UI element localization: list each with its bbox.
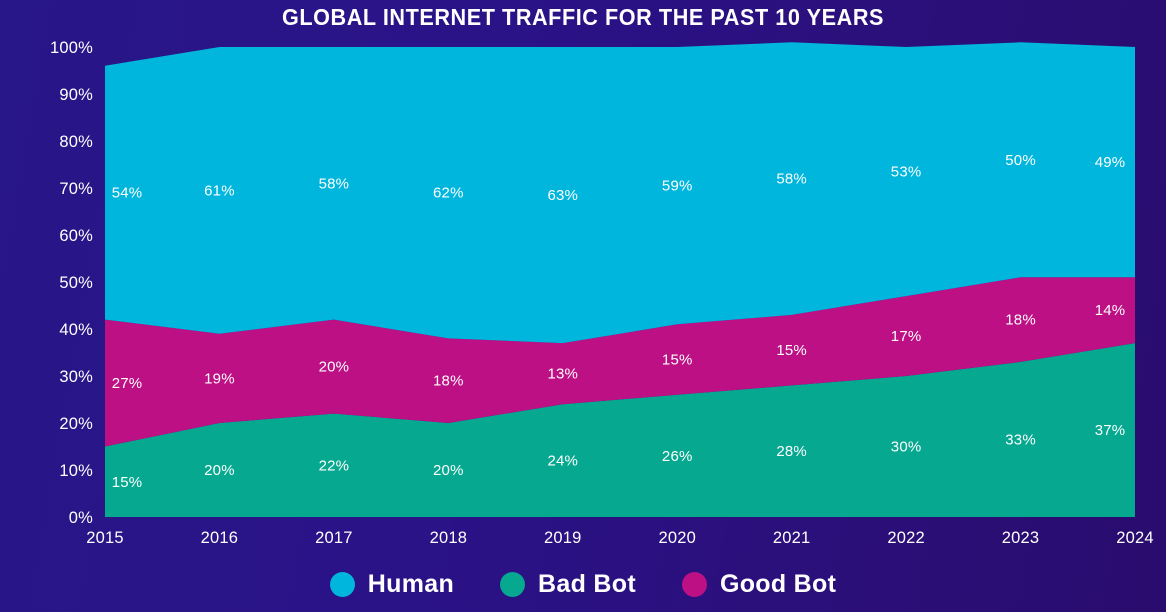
legend-label: Bad Bot (538, 570, 636, 598)
data-label-bad-bot: 22% (319, 457, 350, 474)
data-label-good-bot: 15% (776, 342, 807, 359)
chart-legend: Human Bad Bot Good Bot (0, 562, 1166, 606)
legend-item-good-bot[interactable]: Good Bot (681, 570, 837, 598)
data-label-good-bot: 15% (662, 352, 693, 369)
legend-label: Good Bot (719, 570, 837, 598)
y-axis-tick-label: 30% (59, 368, 93, 386)
data-label-good-bot: 13% (547, 366, 578, 383)
data-label-bad-bot: 24% (547, 453, 578, 470)
data-label-bad-bot: 28% (776, 443, 807, 460)
x-axis-tick-label: 2022 (887, 529, 925, 547)
legend-dot-human-icon (329, 571, 355, 597)
data-label-good-bot: 18% (433, 373, 464, 390)
y-axis-tick-label: 70% (59, 180, 93, 198)
x-axis-tick-label: 2021 (773, 529, 811, 547)
x-axis-tick-label: 2023 (1002, 529, 1040, 547)
data-label-human: 63% (547, 187, 578, 204)
data-label-human: 49% (1095, 154, 1126, 171)
data-label-human: 58% (776, 171, 807, 188)
y-axis-tick-label: 0% (69, 509, 93, 527)
data-label-good-bot: 14% (1095, 302, 1126, 319)
data-label-human: 54% (112, 185, 143, 202)
legend-item-bad-bot[interactable]: Bad Bot (500, 571, 636, 597)
x-axis-tick-label: 2018 (430, 529, 468, 547)
y-axis-tick-label: 10% (59, 462, 93, 480)
data-label-bad-bot: 20% (433, 462, 464, 479)
data-label-good-bot: 20% (319, 359, 350, 376)
y-axis-tick-label: 60% (59, 227, 93, 245)
data-label-human: 62% (433, 185, 464, 202)
y-axis-tick-label: 50% (59, 274, 93, 292)
data-label-human: 59% (662, 178, 693, 195)
legend-dot-bad-bot-icon (500, 571, 526, 597)
legend-label: Human (367, 570, 455, 598)
data-label-bad-bot: 37% (1095, 422, 1126, 439)
x-axis-tick-label: 2020 (658, 529, 696, 547)
x-axis-tick-label: 2024 (1116, 529, 1154, 547)
data-label-good-bot: 27% (112, 375, 143, 392)
page-title: GLOBAL INTERNET TRAFFIC FOR THE PAST 10 … (282, 4, 884, 30)
y-axis-tick-label: 100% (50, 39, 93, 57)
y-axis-tick-label: 20% (59, 415, 93, 433)
area-band-bad-bot (105, 343, 1135, 517)
y-axis-tick-label: 40% (59, 321, 93, 339)
area-band-human (105, 42, 1135, 344)
x-axis-tick-label: 2019 (544, 529, 582, 547)
data-label-human: 61% (204, 182, 235, 199)
plot-area: 0% 10% 20% 30% 40% 50% 60% 70% 80% 90% 100% 2015 201… (50, 39, 1154, 547)
data-label-bad-bot: 26% (662, 448, 693, 465)
x-axis-tick-label: 2016 (201, 529, 239, 547)
data-label-good-bot: 17% (891, 328, 922, 345)
stacked-area-chart: 0% 10% 20% 30% 40% 50% 60% 70% 80% 90% 100% 2015 201… (50, 39, 1154, 547)
y-axis-tick-label: 90% (59, 86, 93, 104)
data-label-bad-bot: 30% (891, 439, 922, 456)
data-label-bad-bot: 33% (1005, 431, 1036, 448)
data-label-good-bot: 18% (1005, 312, 1036, 329)
data-label-human: 53% (891, 164, 922, 181)
x-axis-tick-label: 2015 (86, 529, 124, 547)
legend-dot-good-bot-icon (681, 571, 707, 597)
data-label-bad-bot: 20% (204, 462, 235, 479)
area-band-good-bot (105, 277, 1135, 447)
data-label-human: 58% (319, 175, 350, 192)
data-label-bad-bot: 15% (112, 474, 143, 491)
data-label-good-bot: 19% (204, 370, 235, 387)
x-axis-tick-label: 2017 (315, 529, 353, 547)
y-axis-tick-label: 80% (59, 133, 93, 151)
legend-item-human[interactable]: Human (329, 570, 455, 598)
data-label-human: 50% (1005, 152, 1036, 169)
